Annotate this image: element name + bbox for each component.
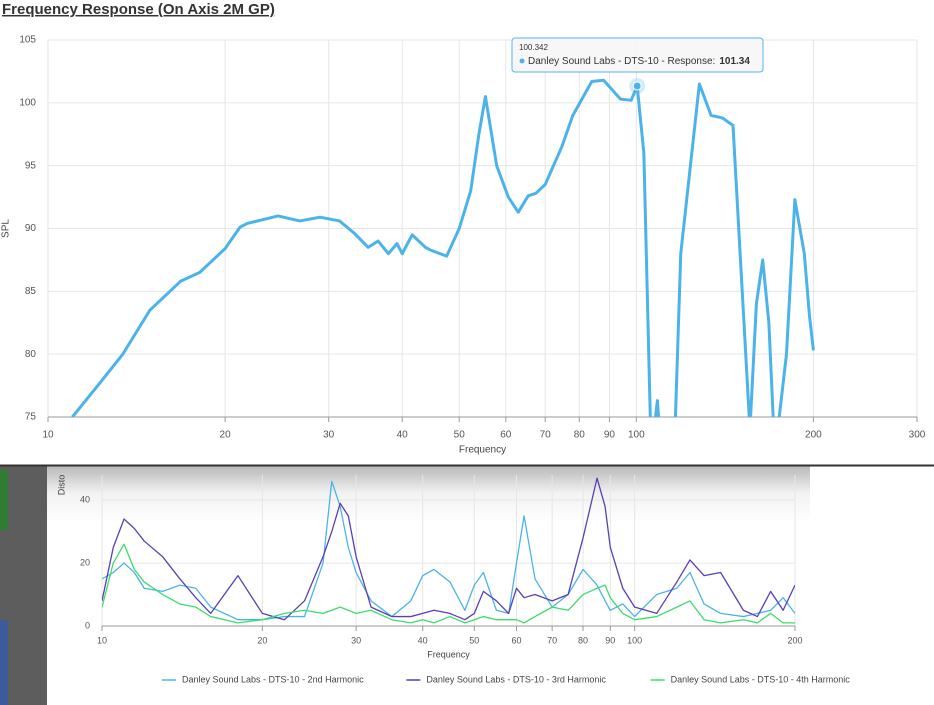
y-tick-label: 75 xyxy=(25,412,37,423)
x-tick-label: 300 xyxy=(909,430,926,441)
y-axis-label: SPL xyxy=(1,219,12,238)
plot-lines xyxy=(102,477,795,624)
x-tick-label: 10 xyxy=(97,635,107,645)
tooltip-label: Danley Sound Labs - DTS-10 - Response: xyxy=(528,56,715,67)
y-axis-label: Disto xyxy=(56,475,66,496)
x-tick-label: 80 xyxy=(574,430,586,441)
x-tick-label: 70 xyxy=(540,430,552,441)
x-tick-label: 100 xyxy=(627,635,642,645)
series-line xyxy=(71,78,815,417)
series-line xyxy=(102,477,795,621)
x-tick-label: 60 xyxy=(511,635,521,645)
x-tick-label: 200 xyxy=(805,430,822,441)
x-tick-label: 100 xyxy=(628,430,645,441)
x-tick-label: 70 xyxy=(547,635,557,645)
y-tick-label: 95 xyxy=(25,160,37,171)
y-tick-label: 105 xyxy=(19,35,36,46)
y-tick-label: 80 xyxy=(25,349,37,360)
tooltip-x: 100.342 xyxy=(519,43,548,52)
tooltip-text: Danley Sound Labs - DTS-10 - Response: 10… xyxy=(528,56,750,67)
legend-label: Danley Sound Labs - DTS-10 - 2nd Harmoni… xyxy=(182,674,364,684)
legend-label: Danley Sound Labs - DTS-10 - 3rd Harmoni… xyxy=(426,674,606,684)
plot-lines xyxy=(71,78,815,417)
x-tick-label: 40 xyxy=(418,635,428,645)
x-tick-label: 40 xyxy=(397,430,409,441)
tooltip-box xyxy=(511,37,764,73)
x-tick-label: 60 xyxy=(500,430,512,441)
x-tick-label: 20 xyxy=(257,635,267,645)
distortion-panel xyxy=(47,466,810,692)
hover-marker xyxy=(632,81,642,91)
y-tick-label: 85 xyxy=(25,286,37,297)
left-green-block xyxy=(0,470,8,530)
x-axis-label: Frequency xyxy=(459,445,506,456)
y-tick-label: 0 xyxy=(85,620,90,630)
tooltip-dot xyxy=(519,58,525,64)
x-tick-label: 20 xyxy=(220,430,232,441)
tooltip-value: 101.34 xyxy=(719,56,750,67)
series-line xyxy=(102,480,795,621)
x-tick-label: 30 xyxy=(351,635,361,645)
left-blue-block xyxy=(0,620,8,705)
x-tick-label: 10 xyxy=(42,430,54,441)
y-tick-label: 20 xyxy=(80,557,90,567)
legend-label: Danley Sound Labs - DTS-10 - 4th Harmoni… xyxy=(671,674,851,684)
series-line xyxy=(102,543,795,624)
x-tick-label: 90 xyxy=(605,635,615,645)
x-tick-label: 30 xyxy=(323,430,335,441)
page-edge xyxy=(810,690,934,705)
x-tick-label: 50 xyxy=(454,430,466,441)
y-tick-label: 100 xyxy=(19,97,36,108)
x-tick-label: 200 xyxy=(787,635,802,645)
y-tick-label: 90 xyxy=(25,223,37,234)
x-tick-label: 50 xyxy=(469,635,479,645)
x-tick-label: 90 xyxy=(604,430,616,441)
x-tick-label: 80 xyxy=(578,635,588,645)
chart-title: Frequency Response (On Axis 2M GP) xyxy=(2,1,275,18)
y-tick-label: 40 xyxy=(80,495,90,505)
x-axis-label: Frequency xyxy=(427,649,470,659)
